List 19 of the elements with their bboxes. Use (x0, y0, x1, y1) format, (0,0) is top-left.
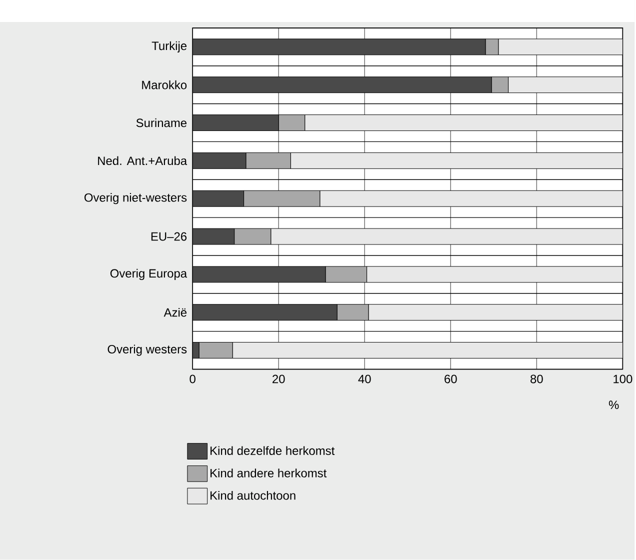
legend-label: Kind autochtoon (210, 491, 296, 500)
x-tick-label: 40 (358, 374, 371, 384)
y-tick-label: Suriname (136, 118, 187, 128)
x-tick-label: 20 (272, 374, 285, 384)
y-tick-label: Overig westers (108, 344, 187, 356)
legend-label: Kind dezelfde herkomst (210, 446, 335, 456)
x-tick-label: 0 (190, 374, 196, 384)
x-tick-label: 80 (530, 374, 543, 384)
legend-label: Kind andere herkomst (210, 468, 327, 478)
x-tick-label: 100 (614, 374, 632, 384)
y-tick-label: Turkije (152, 41, 187, 53)
y-tick-label: EU–26 (151, 232, 187, 241)
x-axis-title: % (608, 400, 619, 410)
x-tick-label: 60 (444, 374, 457, 384)
y-tick-label: Marokko (142, 80, 187, 90)
y-tick-label: Overig niet-westers (84, 193, 187, 204)
y-tick-label: Azië (164, 308, 187, 317)
y-tick-label: Overig Europa (110, 268, 188, 280)
y-tick-label: Ned. Ant.+Aruba (98, 156, 188, 166)
